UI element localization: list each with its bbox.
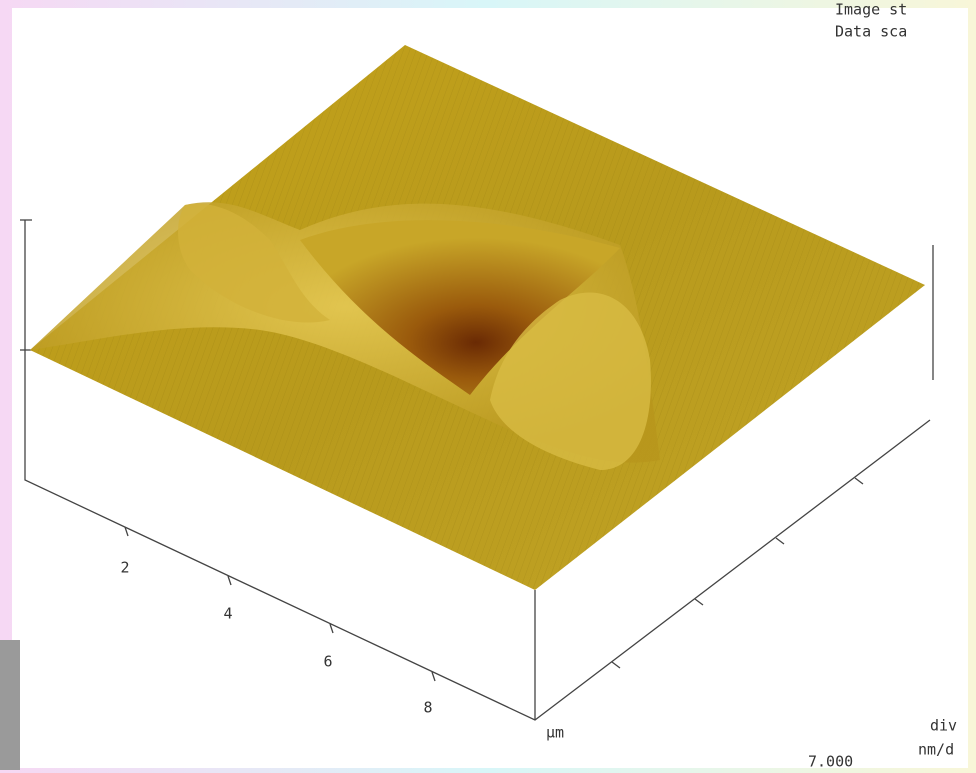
front-ticks <box>124 477 864 682</box>
ridge-left <box>178 203 330 323</box>
edge-strip <box>0 640 20 770</box>
ridge-right <box>490 292 651 470</box>
value-label: 7.000 <box>808 753 853 771</box>
axis-tick-label: 2 <box>120 559 129 577</box>
axis-unit: µm <box>546 724 564 742</box>
axis-tick-label: 6 <box>323 653 332 671</box>
image-label: Image st <box>835 1 907 19</box>
axis-tick-label: 8 <box>423 699 432 717</box>
scale-label: nm/d <box>918 741 954 759</box>
data-label: Data sca <box>835 23 907 41</box>
pit <box>300 220 620 395</box>
axis-tick-label: 4 <box>223 605 232 623</box>
div-label: div <box>930 717 957 735</box>
